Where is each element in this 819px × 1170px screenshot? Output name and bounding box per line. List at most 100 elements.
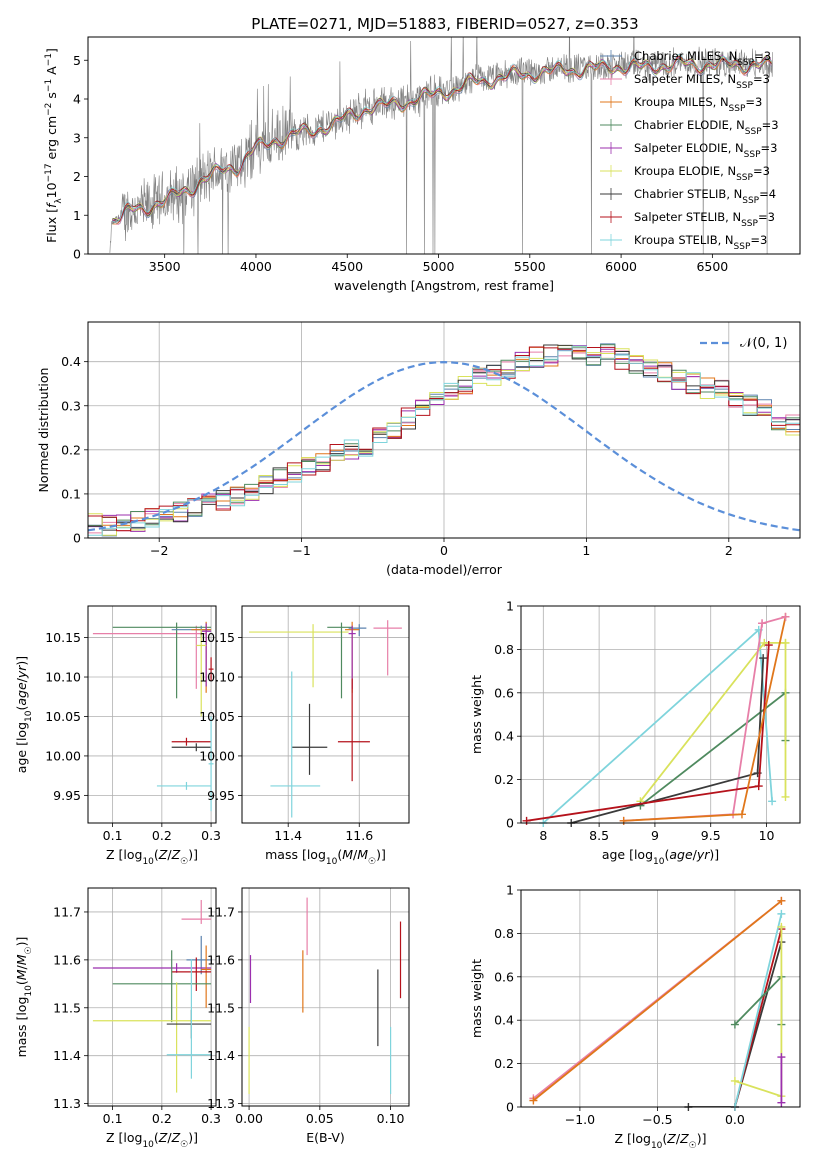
y-tick-label: 11.3	[53, 1096, 81, 1111]
weight-marker-8-0	[758, 619, 767, 628]
y-tick-label: 0	[506, 816, 514, 831]
x-tick-label: 0.3	[201, 1111, 221, 1126]
x-tick-label: 6500	[696, 259, 728, 274]
y-tick-label: 11.4	[53, 1048, 81, 1063]
y-tick-label: 0.2	[494, 1056, 514, 1071]
y-tick-label: 1	[506, 883, 514, 898]
y-tick-label: 10.05	[199, 709, 235, 724]
y-axis-label: age [log10(age/yr)]	[14, 656, 34, 773]
panel-residuals	[84, 321, 801, 542]
legend-entry-0: Chabrier MILES, NSSP=3	[634, 49, 771, 68]
y-tick-label: 1	[506, 599, 514, 614]
weight-marker-7-1	[781, 792, 790, 801]
panel-weight-vs-age	[517, 605, 801, 827]
y-tick-label: 11.6	[53, 952, 81, 967]
legend-entry-1: Salpeter MILES, NSSP=3	[634, 72, 770, 91]
weight-marker-4-1	[777, 909, 786, 918]
weight-marker-5-0	[522, 816, 531, 825]
x-axis-label: Z [log10(Z/Z☉)]	[614, 1131, 706, 1151]
weight-marker-5-1	[754, 782, 763, 791]
x-axis-label: Z [log10(Z/Z☉)]	[106, 1130, 198, 1150]
y-tick-label: 0.6	[494, 685, 514, 700]
plot-frame	[87, 887, 217, 1107]
y-tick-label: 1	[73, 208, 81, 223]
y-axis-label: Flux [fλ10−17 erg cm−2 s−1 A−1]	[44, 48, 64, 243]
y-tick-label: 10.15	[45, 630, 81, 645]
x-tick-label: 4000	[240, 259, 272, 274]
y-tick-label: 0.4	[61, 354, 81, 369]
model-line-5	[112, 55, 772, 220]
x-axis-label: E(B-V)	[306, 1130, 345, 1145]
legend-entry-6: Chabrier STELIB, NSSP=4	[634, 187, 776, 206]
residual-hist-8	[88, 345, 800, 536]
panel-mass-vs-Z	[84, 887, 217, 1110]
weight-line-0	[542, 628, 773, 823]
x-tick-label: 0.2	[152, 828, 172, 843]
y-tick-label: 5	[73, 53, 81, 68]
y-tick-label: 11.5	[53, 1000, 81, 1015]
y-tick-label: 10.00	[199, 748, 235, 763]
y-tick-label: 11.5	[207, 1000, 235, 1015]
x-tick-label: 0	[440, 543, 448, 558]
x-tick-label: 8	[539, 828, 547, 843]
x-tick-label: 0.1	[103, 1111, 123, 1126]
weight-marker-6-0	[730, 1076, 739, 1085]
x-tick-label: 9	[651, 828, 659, 843]
weight-line-1	[532, 900, 782, 1102]
x-tick-label: 0.1	[103, 828, 123, 843]
x-tick-label: 1	[582, 543, 590, 558]
x-axis-label: wavelength [Angstrom, rest frame]	[334, 278, 554, 293]
x-tick-label: 9.5	[701, 828, 721, 843]
y-tick-label: 10.15	[199, 630, 235, 645]
x-tick-label: 11.4	[274, 828, 302, 843]
y-tick-label: 0.8	[494, 926, 514, 941]
weight-line-8	[761, 616, 786, 625]
panel-age-vs-mass	[238, 605, 410, 827]
y-tick-label: 11.7	[53, 904, 81, 919]
weight-line-2	[688, 941, 783, 1107]
weight-line-4	[734, 913, 783, 1107]
plot-frame	[241, 605, 410, 824]
x-tick-label: 0.3	[201, 828, 221, 843]
x-axis-label: (data-model)/error	[386, 562, 503, 577]
y-tick-label: 11.3	[207, 1096, 235, 1111]
residual-hist-4	[88, 345, 800, 532]
y-tick-label: 11.7	[207, 904, 235, 919]
y-axis-label: mass weight	[469, 959, 484, 1038]
weight-marker-1-0	[529, 1096, 538, 1105]
weight-line-4	[570, 658, 765, 823]
plot-frame	[87, 36, 801, 255]
residual-hist-7	[88, 346, 800, 532]
y-tick-label: 10.00	[45, 748, 81, 763]
legend-gaussian-label: 𝒩(0, 1)	[740, 336, 787, 351]
gaussian-curve	[88, 360, 800, 532]
weight-marker-7-0	[777, 1098, 786, 1107]
panel-mass-vs-ebv	[238, 887, 410, 1110]
weight-marker-8-1	[781, 612, 790, 621]
weight-marker-7-0	[781, 638, 790, 647]
x-tick-label: −1	[292, 543, 310, 558]
model-line-8	[112, 53, 772, 223]
y-tick-label: 11.4	[207, 1048, 235, 1063]
weight-marker-0-2	[768, 797, 777, 806]
weight-marker-6-0	[619, 816, 628, 825]
legend-entry-2: Kroupa MILES, NSSP=3	[634, 95, 762, 114]
plot-frame	[241, 887, 410, 1107]
y-tick-label: 0	[73, 531, 81, 546]
x-tick-label: 4500	[331, 259, 363, 274]
y-tick-label: 10.10	[45, 670, 81, 685]
x-tick-label: 8.5	[589, 828, 609, 843]
y-tick-label: 0	[73, 247, 81, 262]
y-tick-label: 0.6	[494, 969, 514, 984]
panel-spectrum	[84, 36, 801, 258]
weight-marker-4-2	[759, 654, 768, 663]
x-tick-label: 11.6	[345, 828, 373, 843]
x-axis-label: Z [log10(Z/Z☉)]	[106, 847, 198, 867]
weight-marker-5-0	[730, 1020, 739, 1029]
y-tick-label: 3	[73, 130, 81, 145]
x-tick-label: −1.0	[565, 1112, 595, 1127]
weight-marker-7-1	[777, 1053, 786, 1062]
weight-marker-1-1	[777, 896, 786, 905]
weight-marker-5-2	[764, 641, 773, 650]
